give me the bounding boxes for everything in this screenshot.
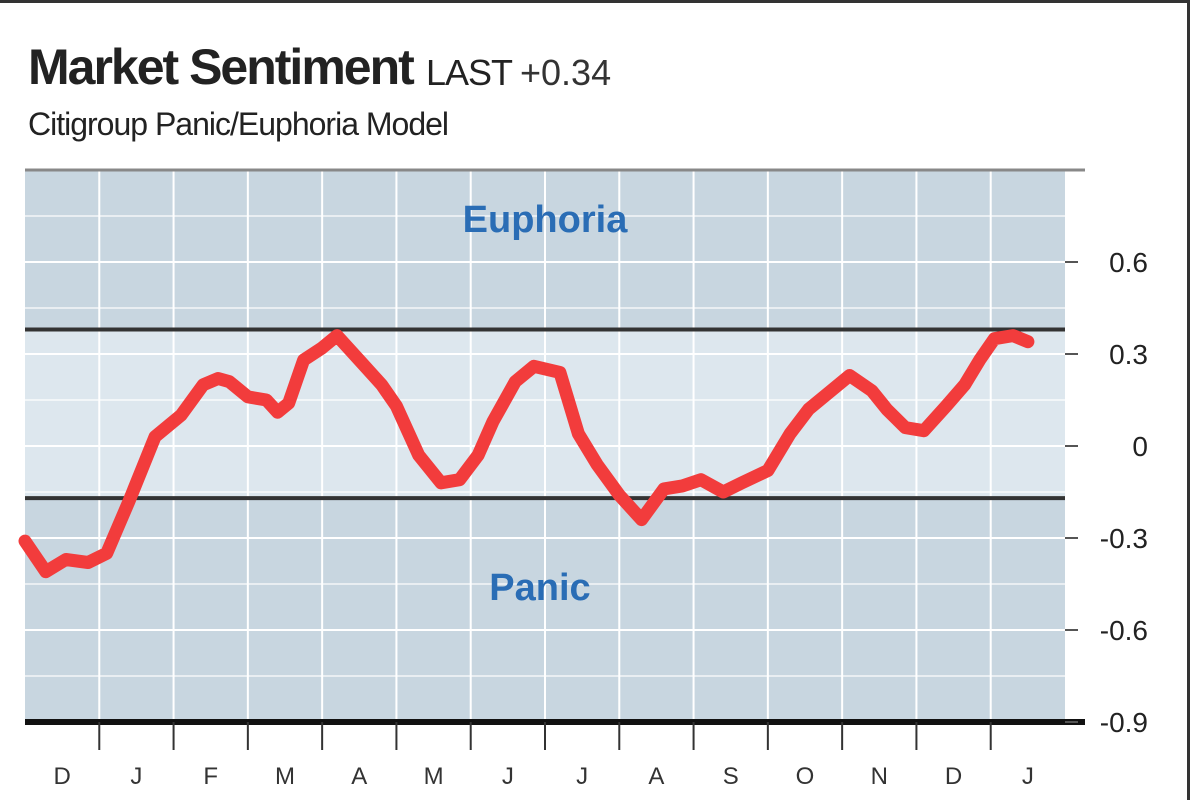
euphoria-label: Euphoria [463,199,629,241]
y-tick-label: 0.6 [1109,247,1148,278]
x-tick-label: J [1022,763,1034,790]
x-tick-label: J [576,763,588,790]
last-label: LAST [426,52,513,93]
y-tick-label: -0.6 [1100,615,1148,646]
y-tick-label: -0.9 [1100,707,1148,738]
chart-title: Market Sentiment [28,39,415,95]
x-tick-label: S [723,763,739,790]
x-tick-label: A [351,763,367,790]
y-tick-label: 0.3 [1109,339,1148,370]
sentiment-line [18,329,1035,579]
last-value: +0.34 [520,52,612,93]
x-tick-label: M [275,763,295,790]
x-tick-label: M [424,763,444,790]
y-tick-label: 0 [1132,431,1148,462]
chart-subtitle: Citigroup Panic/Euphoria Model [28,106,449,142]
x-tick-label: F [203,763,218,790]
x-tick-label: J [130,763,142,790]
x-tick-label: N [871,763,888,790]
x-tick-label: D [945,763,962,790]
x-tick-label: O [796,763,815,790]
x-tick-label: A [648,763,664,790]
y-tick-label: -0.3 [1100,523,1148,554]
x-tick-label: D [53,763,70,790]
x-tick-label: J [502,763,514,790]
panic-label: Panic [489,567,590,609]
